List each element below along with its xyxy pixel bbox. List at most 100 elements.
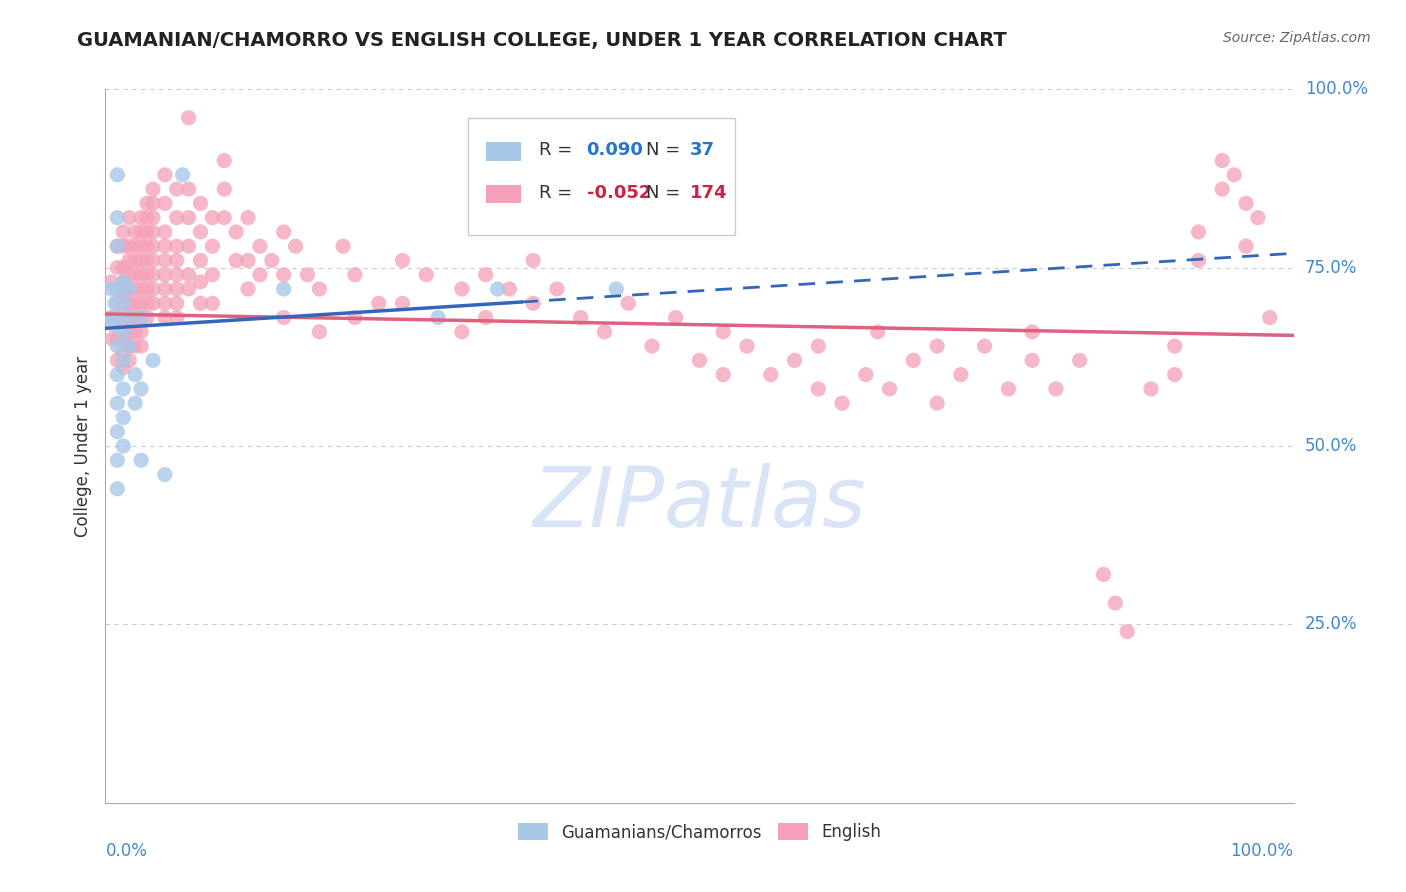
Point (129, 225, 152, 239)
Text: Source: ZipAtlas.com: Source: ZipAtlas.com (1223, 31, 1371, 45)
Point (177, 268, 200, 282)
Point (105, 282, 128, 296)
Point (172, 168, 194, 182)
Point (112, 410, 135, 425)
Point (153, 467, 176, 482)
Point (177, 211, 200, 225)
Text: GUAMANIAN/CHAMORRO VS ENGLISH COLLEGE, UNDER 1 YEAR CORRELATION CHART: GUAMANIAN/CHAMORRO VS ENGLISH COLLEGE, U… (77, 31, 1007, 50)
Point (112, 439, 135, 453)
Point (136, 253, 159, 268)
Point (112, 296, 135, 310)
Point (136, 225, 159, 239)
Point (124, 325, 146, 339)
Point (105, 296, 128, 310)
Point (118, 282, 141, 296)
Point (201, 211, 224, 225)
Text: R =: R = (538, 141, 572, 159)
Point (1247, 211, 1270, 225)
Point (486, 282, 509, 296)
Text: 0.0%: 0.0% (105, 842, 148, 860)
Point (1092, 567, 1115, 582)
Point (136, 268, 159, 282)
Point (118, 282, 141, 296)
Text: ZIPatlas: ZIPatlas (533, 463, 866, 543)
Point (153, 239, 176, 253)
Point (129, 239, 152, 253)
Point (105, 211, 128, 225)
Point (153, 296, 176, 310)
Point (105, 339, 128, 353)
Point (641, 339, 664, 353)
Point (190, 253, 212, 268)
Point (100, 310, 122, 325)
Text: 100.0%: 100.0% (1305, 80, 1368, 98)
Point (427, 310, 450, 325)
Point (142, 239, 165, 253)
Point (546, 282, 568, 296)
Point (1234, 196, 1257, 211)
Point (855, 368, 877, 382)
FancyBboxPatch shape (468, 118, 735, 235)
Point (273, 310, 295, 325)
Point (112, 346, 135, 360)
Point (415, 268, 437, 282)
Point (118, 310, 141, 325)
Point (118, 268, 141, 282)
Point (236, 282, 259, 296)
Point (142, 353, 165, 368)
Point (124, 253, 146, 268)
Point (177, 282, 200, 296)
Point (450, 325, 472, 339)
Point (308, 282, 330, 296)
Point (190, 296, 212, 310)
Point (129, 325, 152, 339)
Point (105, 239, 128, 253)
Point (190, 196, 212, 211)
Point (166, 211, 188, 225)
Point (118, 296, 141, 310)
Point (260, 253, 283, 268)
Point (103, 318, 125, 332)
Point (105, 482, 128, 496)
Point (332, 239, 354, 253)
Text: 37: 37 (690, 141, 716, 159)
Point (177, 239, 200, 253)
Point (118, 211, 141, 225)
Point (1211, 153, 1233, 168)
Point (153, 310, 176, 325)
Point (153, 268, 176, 282)
Point (124, 282, 146, 296)
Point (129, 310, 152, 325)
Point (129, 339, 152, 353)
Point (112, 239, 135, 253)
Point (605, 282, 627, 296)
Point (925, 396, 948, 410)
Point (136, 310, 159, 325)
Point (367, 296, 389, 310)
Point (153, 282, 176, 296)
Point (129, 211, 152, 225)
Point (129, 253, 152, 268)
Point (136, 296, 159, 310)
Point (831, 396, 853, 410)
Point (105, 368, 128, 382)
Point (105, 425, 128, 439)
Point (112, 325, 135, 339)
Point (225, 253, 247, 268)
Point (866, 325, 889, 339)
Point (1223, 168, 1246, 182)
Point (105, 310, 128, 325)
Point (112, 303, 135, 318)
Point (142, 268, 165, 282)
Point (214, 182, 236, 196)
Point (711, 368, 734, 382)
Point (105, 168, 128, 182)
Text: 174: 174 (690, 184, 727, 202)
Point (569, 310, 592, 325)
Bar (485, 186, 522, 203)
Point (474, 268, 496, 282)
Point (249, 239, 271, 253)
Point (142, 296, 165, 310)
Text: N =: N = (645, 141, 681, 159)
Text: R =: R = (538, 184, 572, 202)
